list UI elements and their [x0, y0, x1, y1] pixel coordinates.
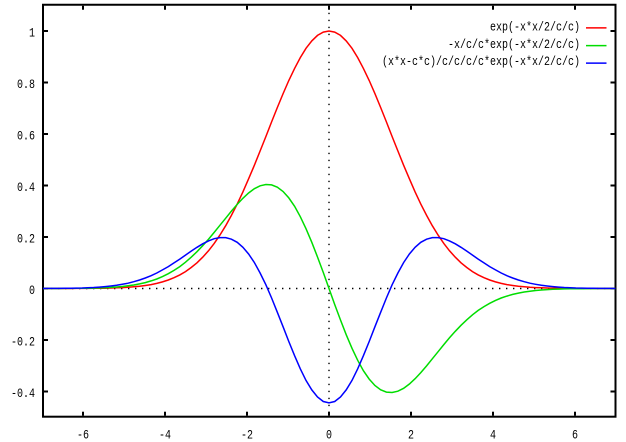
svg-text:0.6: 0.6	[17, 129, 35, 144]
svg-text:6: 6	[572, 428, 578, 442]
svg-text:0.2: 0.2	[17, 232, 35, 247]
svg-text:0.8: 0.8	[17, 77, 35, 92]
svg-text:0: 0	[326, 428, 332, 442]
svg-text:exp(-x*x/2/c/c): exp(-x*x/2/c/c)	[490, 20, 580, 35]
svg-text:1: 1	[29, 26, 35, 41]
svg-text:-0.2: -0.2	[11, 335, 35, 350]
svg-text:4: 4	[490, 428, 496, 442]
svg-text:-0.4: -0.4	[11, 386, 35, 401]
svg-text:2: 2	[408, 428, 414, 442]
svg-text:0.4: 0.4	[17, 180, 35, 195]
svg-text:0: 0	[29, 283, 35, 298]
svg-text:-4: -4	[159, 428, 171, 442]
svg-text:-x/c/c*exp(-x*x/2/c/c): -x/c/c*exp(-x*x/2/c/c)	[448, 37, 580, 52]
svg-text:-6: -6	[77, 428, 89, 442]
svg-text:-2: -2	[241, 428, 253, 442]
svg-text:(x*x-c*c)/c/c/c/c*exp(-x*x/2/c: (x*x-c*c)/c/c/c/c*exp(-x*x/2/c/c)	[382, 54, 580, 69]
